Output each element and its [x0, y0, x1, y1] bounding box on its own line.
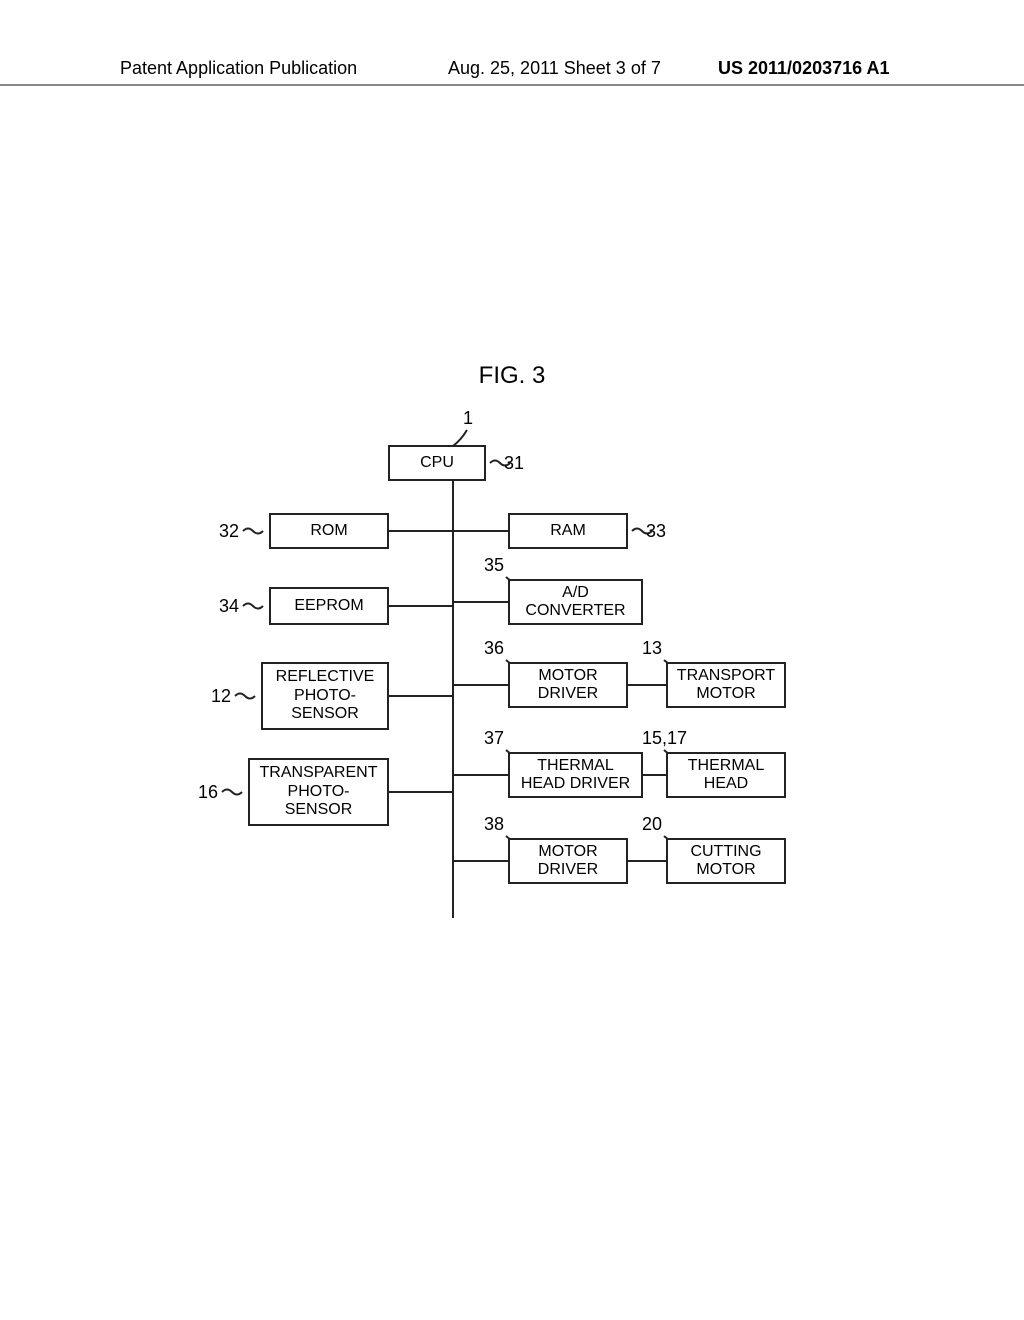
- ref-label-ram: 33: [646, 521, 666, 542]
- block-mdrv1: MOTORDRIVER: [508, 662, 628, 708]
- block-cmotor: CUTTINGMOTOR: [666, 838, 786, 884]
- ref-label-trans: 16: [198, 782, 218, 803]
- diagram-lines: [0, 0, 1024, 1320]
- ref-label-adc: 35: [484, 555, 504, 576]
- block-tmotor: TRANSPORTMOTOR: [666, 662, 786, 708]
- ref-label-tmotor: 13: [642, 638, 662, 659]
- ref-label-thead: 15,17: [642, 728, 687, 749]
- ref-label-rom: 32: [219, 521, 239, 542]
- ref-label-mdrv2: 38: [484, 814, 504, 835]
- block-eeprom: EEPROM: [269, 587, 389, 625]
- block-adc: A/DCONVERTER: [508, 579, 643, 625]
- ref-label-thdrv: 37: [484, 728, 504, 749]
- ref-label-eeprom: 34: [219, 596, 239, 617]
- ref-label-cmotor: 20: [642, 814, 662, 835]
- block-refl: REFLECTIVEPHOTO-SENSOR: [261, 662, 389, 730]
- ref-label-cpu: 31: [504, 453, 524, 474]
- block-mdrv2: MOTORDRIVER: [508, 838, 628, 884]
- block-thdrv: THERMALHEAD DRIVER: [508, 752, 643, 798]
- ref-label-refl: 12: [211, 686, 231, 707]
- ref-label-mdrv1: 36: [484, 638, 504, 659]
- block-trans: TRANSPARENTPHOTO-SENSOR: [248, 758, 389, 826]
- block-rom: ROM: [269, 513, 389, 549]
- block-ram: RAM: [508, 513, 628, 549]
- ref-label-top: 1: [463, 408, 473, 429]
- page: Patent Application Publication Aug. 25, …: [0, 0, 1024, 1320]
- block-cpu: CPU: [388, 445, 486, 481]
- block-thead: THERMALHEAD: [666, 752, 786, 798]
